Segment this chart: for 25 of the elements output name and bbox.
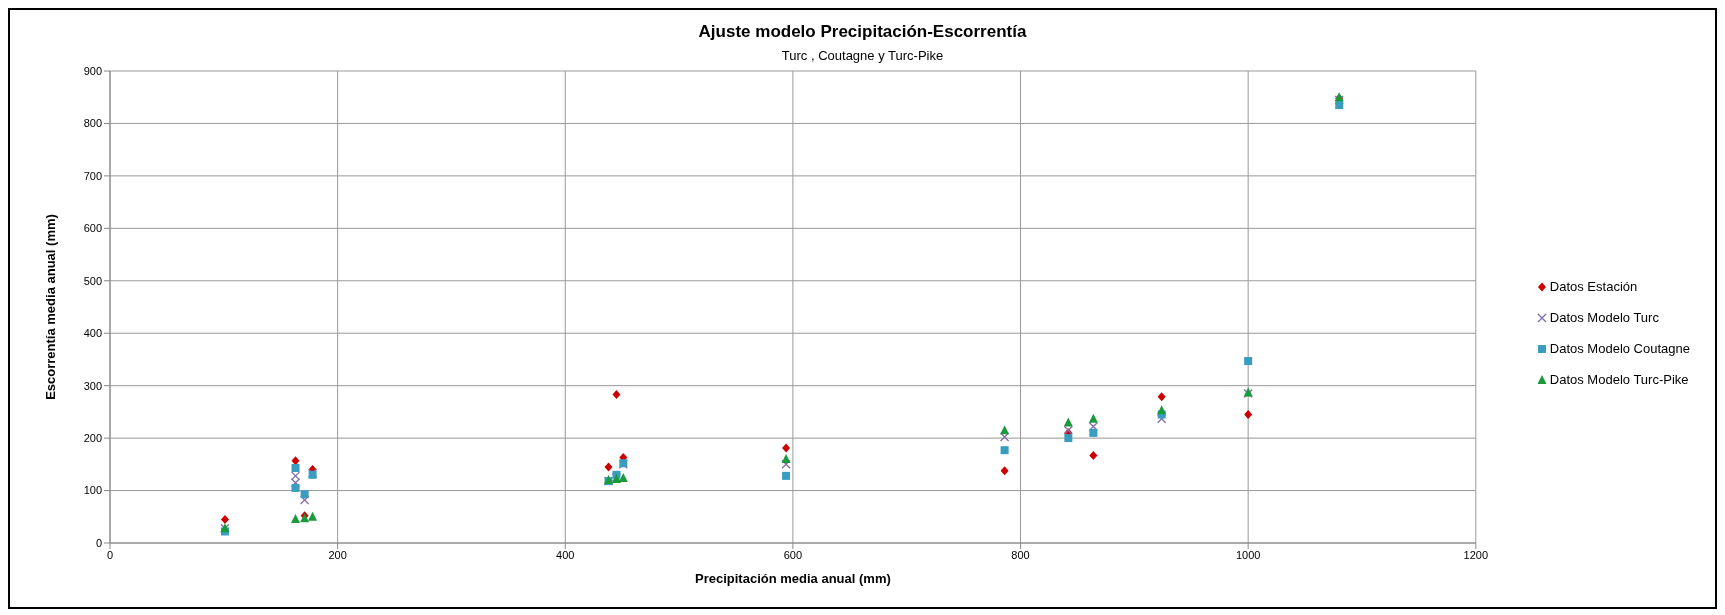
y-tick-label: 200	[83, 432, 102, 445]
x-tick-label: 600	[783, 548, 803, 561]
y-tick-label: 800	[83, 117, 102, 130]
legend-label: Datos Modelo Turc-Pike	[1549, 370, 1689, 389]
x-tick-label: 1000	[1235, 548, 1261, 561]
legend-label: Datos Modelo Turc	[1549, 308, 1659, 327]
y-tick-label: 500	[83, 274, 102, 287]
x-tick-label: 0	[106, 548, 114, 561]
y-tick-label: 900	[83, 64, 102, 77]
y-tick-label: 700	[83, 169, 102, 182]
x-axis-title: Precipitación media anual (mm)	[695, 571, 891, 586]
x-tick-label: 400	[556, 548, 575, 561]
y-tick-label: 300	[83, 379, 102, 392]
y-tick-label: 100	[83, 484, 102, 497]
y-tick-label: 400	[83, 327, 102, 340]
chart-subtitle: Turc , Coutagne y Turc-Pike	[780, 48, 945, 63]
x-tick-label: 1200	[1463, 548, 1489, 561]
x-tick-label: 800	[1011, 548, 1030, 561]
y-tick-label: 600	[83, 222, 102, 235]
y-axis-title: Escorrentía media anual (mm)	[42, 214, 58, 400]
chart-title: Ajuste modelo Precipitación-Escorrentía	[697, 22, 1028, 42]
legend-label: Datos Modelo Coutagne	[1549, 339, 1690, 358]
legend-label: Datos Estación	[1549, 277, 1638, 296]
y-tick-label: 0	[95, 536, 102, 549]
x-tick-label: 200	[328, 548, 347, 561]
